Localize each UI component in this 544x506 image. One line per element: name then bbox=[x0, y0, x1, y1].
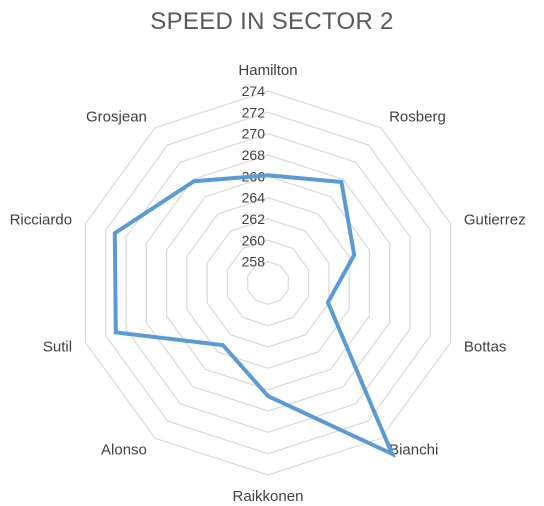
category-label-ricciardo: Ricciardo bbox=[10, 211, 73, 228]
category-label-grosjean: Grosjean bbox=[86, 108, 147, 125]
series-layer bbox=[112, 173, 396, 458]
grid-ring-274 bbox=[84, 90, 452, 476]
tick-label-270: 270 bbox=[242, 126, 266, 142]
category-label-rosberg: Rosberg bbox=[389, 108, 446, 125]
grid-ring-262 bbox=[206, 218, 330, 348]
tick-label-262: 262 bbox=[242, 211, 266, 227]
tick-label-258: 258 bbox=[242, 254, 266, 270]
radar-grid bbox=[84, 90, 452, 476]
tick-label-264: 264 bbox=[242, 190, 266, 206]
tick-label-272: 272 bbox=[242, 104, 266, 120]
grid-ring-268 bbox=[145, 154, 391, 412]
grid-ring-258 bbox=[247, 261, 289, 305]
grid-ring-270 bbox=[125, 133, 411, 433]
category-label-sutil: Sutil bbox=[43, 339, 72, 356]
category-labels: Hamilton Rosberg Gutierrez Bottas Bianchi Rai… bbox=[10, 62, 526, 505]
tick-label-274: 274 bbox=[242, 83, 266, 99]
tick-label-260: 260 bbox=[242, 232, 266, 248]
grid-ring-266 bbox=[166, 175, 370, 391]
category-label-gutierrez: Gutierrez bbox=[464, 211, 526, 228]
category-label-bottas: Bottas bbox=[464, 339, 507, 356]
grid-ring-260 bbox=[226, 239, 310, 327]
tick-label-268: 268 bbox=[242, 147, 266, 163]
grid-ring-264 bbox=[186, 197, 350, 369]
grid-ring-272 bbox=[105, 111, 431, 455]
chart-title: SPEED IN SECTOR 2 bbox=[150, 8, 394, 35]
category-label-raikkonen: Raikkonen bbox=[233, 488, 304, 505]
category-label-alonso: Alonso bbox=[101, 442, 147, 459]
category-label-bianchi: Bianchi bbox=[389, 442, 438, 459]
category-label-hamilton: Hamilton bbox=[238, 62, 297, 79]
